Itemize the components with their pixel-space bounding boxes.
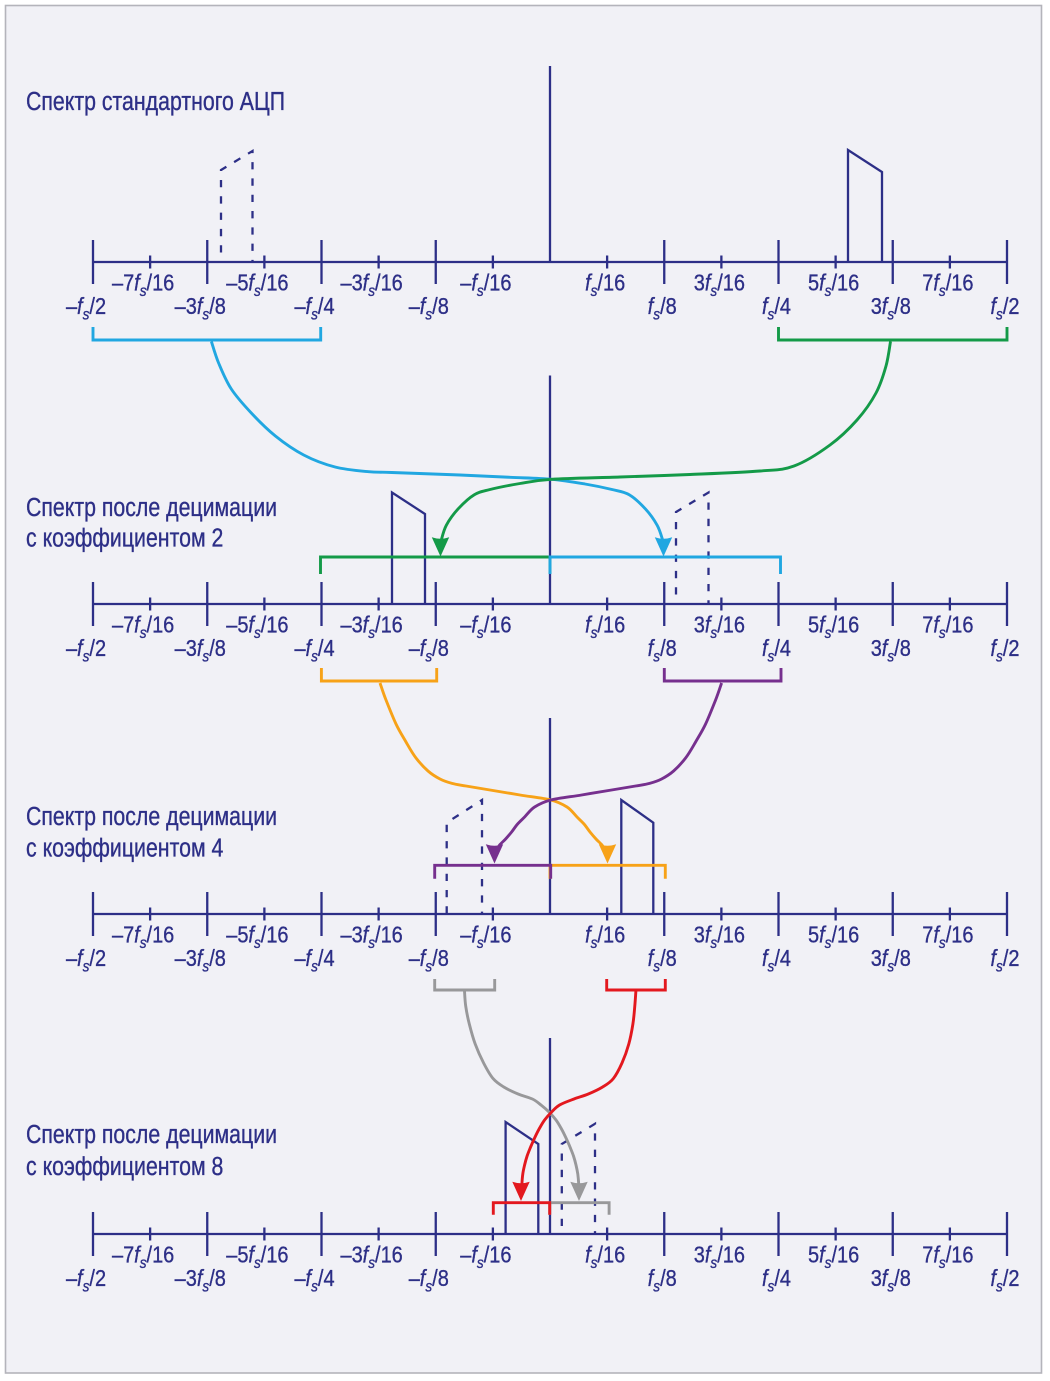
svg-text:–fs/16: –fs/16 xyxy=(460,269,511,300)
svg-text:fs/4: fs/4 xyxy=(762,944,791,975)
svg-text:7fs/16: 7fs/16 xyxy=(922,921,973,952)
svg-text:3fs/8: 3fs/8 xyxy=(871,634,911,665)
svg-text:fs/8: fs/8 xyxy=(648,1264,677,1295)
svg-text:fs/16: fs/16 xyxy=(585,269,625,300)
svg-text:–fs/8: –fs/8 xyxy=(409,634,449,665)
svg-text:–3fs/8: –3fs/8 xyxy=(175,1264,226,1295)
svg-text:с коэффициентом 2: с коэффициентом 2 xyxy=(26,524,223,554)
svg-text:–fs/4: –fs/4 xyxy=(294,634,334,665)
svg-text:5fs/16: 5fs/16 xyxy=(808,611,859,642)
svg-text:Спектр стандартного АЦП: Спектр стандартного АЦП xyxy=(26,87,285,117)
svg-text:3fs/16: 3fs/16 xyxy=(694,1241,745,1272)
svg-text:–fs/4: –fs/4 xyxy=(294,1264,334,1295)
svg-text:Спектр после децимации: Спектр после децимации xyxy=(26,1120,277,1150)
svg-text:fs/2: fs/2 xyxy=(990,944,1019,975)
svg-text:fs/2: fs/2 xyxy=(990,1264,1019,1295)
svg-text:3fs/8: 3fs/8 xyxy=(871,292,911,323)
svg-text:fs/8: fs/8 xyxy=(648,634,677,665)
svg-text:fs/8: fs/8 xyxy=(648,292,677,323)
svg-text:–fs/16: –fs/16 xyxy=(460,921,511,952)
svg-text:–3fs/16: –3fs/16 xyxy=(340,269,402,300)
svg-text:fs/4: fs/4 xyxy=(762,634,791,665)
svg-text:–fs/2: –fs/2 xyxy=(66,292,106,323)
svg-text:–5fs/16: –5fs/16 xyxy=(226,269,288,300)
svg-text:3fs/8: 3fs/8 xyxy=(871,944,911,975)
svg-text:–fs/4: –fs/4 xyxy=(294,292,334,323)
svg-text:–fs/8: –fs/8 xyxy=(409,292,449,323)
svg-text:–fs/16: –fs/16 xyxy=(460,1241,511,1272)
svg-text:5fs/16: 5fs/16 xyxy=(808,1241,859,1272)
svg-text:Спектр после децимации: Спектр после децимации xyxy=(26,802,277,832)
svg-text:–fs/8: –fs/8 xyxy=(409,944,449,975)
svg-text:fs/16: fs/16 xyxy=(585,921,625,952)
svg-text:–3fs/8: –3fs/8 xyxy=(175,292,226,323)
svg-text:5fs/16: 5fs/16 xyxy=(808,921,859,952)
svg-text:с коэффициентом 4: с коэффициентом 4 xyxy=(26,834,223,864)
svg-text:fs/2: fs/2 xyxy=(990,634,1019,665)
svg-text:5fs/16: 5fs/16 xyxy=(808,269,859,300)
svg-text:–fs/2: –fs/2 xyxy=(66,944,106,975)
svg-text:–5fs/16: –5fs/16 xyxy=(226,611,288,642)
svg-text:fs/4: fs/4 xyxy=(762,1264,791,1295)
svg-text:–fs/2: –fs/2 xyxy=(66,634,106,665)
svg-text:–7fs/16: –7fs/16 xyxy=(112,269,174,300)
svg-text:–fs/4: –fs/4 xyxy=(294,944,334,975)
svg-text:–3fs/16: –3fs/16 xyxy=(340,1241,402,1272)
svg-text:7fs/16: 7fs/16 xyxy=(922,269,973,300)
svg-text:3fs/16: 3fs/16 xyxy=(694,921,745,952)
svg-text:–7fs/16: –7fs/16 xyxy=(112,1241,174,1272)
svg-text:3fs/8: 3fs/8 xyxy=(871,1264,911,1295)
svg-text:3fs/16: 3fs/16 xyxy=(694,611,745,642)
svg-text:–5fs/16: –5fs/16 xyxy=(226,1241,288,1272)
svg-text:Спектр после децимации: Спектр после децимации xyxy=(26,493,277,523)
svg-text:7fs/16: 7fs/16 xyxy=(922,1241,973,1272)
svg-text:–3fs/8: –3fs/8 xyxy=(175,634,226,665)
svg-text:–fs/2: –fs/2 xyxy=(66,1264,106,1295)
svg-text:–3fs/16: –3fs/16 xyxy=(340,921,402,952)
svg-text:fs/16: fs/16 xyxy=(585,611,625,642)
svg-text:–3fs/8: –3fs/8 xyxy=(175,944,226,975)
svg-text:–fs/8: –fs/8 xyxy=(409,1264,449,1295)
svg-text:3fs/16: 3fs/16 xyxy=(694,269,745,300)
svg-text:–7fs/16: –7fs/16 xyxy=(112,611,174,642)
svg-text:–fs/16: –fs/16 xyxy=(460,611,511,642)
svg-text:–5fs/16: –5fs/16 xyxy=(226,921,288,952)
svg-text:fs/4: fs/4 xyxy=(762,292,791,323)
svg-text:7fs/16: 7fs/16 xyxy=(922,611,973,642)
svg-text:fs/2: fs/2 xyxy=(990,292,1019,323)
svg-text:–3fs/16: –3fs/16 xyxy=(340,611,402,642)
svg-text:–7fs/16: –7fs/16 xyxy=(112,921,174,952)
svg-text:fs/16: fs/16 xyxy=(585,1241,625,1272)
svg-text:fs/8: fs/8 xyxy=(648,944,677,975)
svg-text:с коэффициентом 8: с коэффициентом 8 xyxy=(26,1152,223,1182)
